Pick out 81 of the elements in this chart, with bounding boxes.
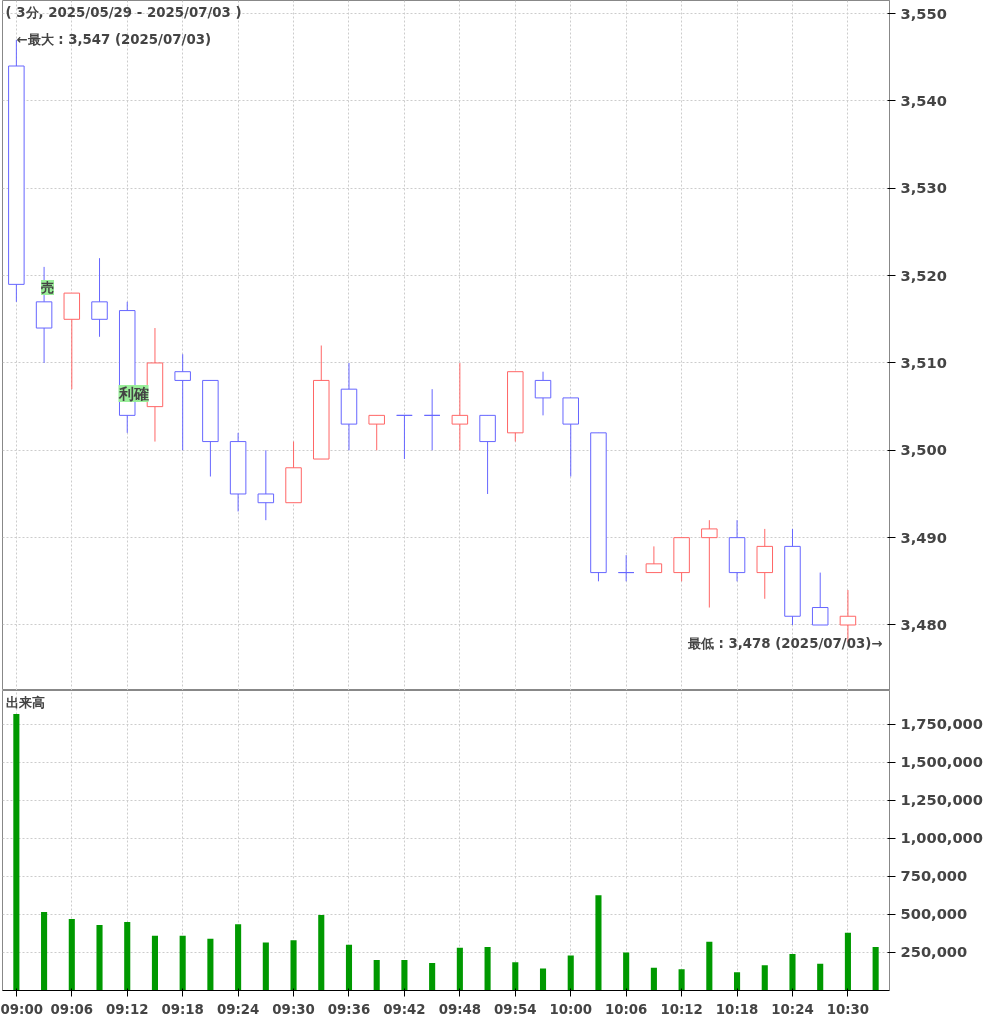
candlestick [423, 388, 441, 451]
bar [401, 960, 408, 991]
x-tick-label: 10:12 [660, 1001, 703, 1017]
x-tick-label: 09:30 [272, 1001, 315, 1017]
bar [345, 944, 353, 991]
bar [817, 963, 824, 991]
x-tick-label: 09:06 [50, 1001, 94, 1017]
candlestick [257, 449, 275, 521]
y-tick-label: 250,000 [900, 943, 968, 961]
candlestick [91, 257, 108, 338]
y-tick-label: 3,550 [900, 4, 947, 22]
annotation: ←最大 : 3,547 (2025/07/03) [16, 32, 212, 48]
candlestick [396, 414, 413, 460]
bar [96, 925, 103, 991]
bar [567, 955, 574, 991]
y-tick-label: 750,000 [900, 867, 968, 885]
x-tick-label: 10:00 [549, 1001, 592, 1017]
chart-title: ( 3分, 2025/05/29 - 2025/07/03 ) [5, 4, 242, 20]
candlestick [701, 519, 718, 609]
bar [373, 960, 380, 991]
bar [512, 962, 519, 991]
candlestick [451, 362, 469, 451]
bar [539, 968, 547, 991]
bar [761, 965, 768, 991]
candlestick [368, 414, 385, 451]
bar [650, 967, 657, 991]
x-tick-label: 09:00 [0, 1001, 43, 1017]
bar [678, 969, 685, 991]
annotation: 利確 [117, 385, 149, 402]
x-tick-label: 09:36 [327, 1001, 371, 1017]
bar [734, 972, 741, 991]
candlestick [811, 572, 829, 626]
bar [595, 895, 602, 991]
bar [41, 912, 48, 991]
y-tick-label: 3,510 [900, 353, 947, 371]
x-tick-label: 09:54 [494, 1001, 537, 1017]
x-tick-label: 09:12 [106, 1001, 149, 1017]
bar [68, 918, 75, 991]
x-tick-label: 10:06 [604, 1001, 648, 1017]
bar [235, 924, 242, 991]
y-tick-label: 3,480 [900, 615, 947, 633]
bar [623, 952, 630, 991]
annotation: 売 [41, 280, 54, 295]
bar [290, 940, 297, 991]
x-tick-label: 10:24 [771, 1001, 814, 1017]
bar [207, 938, 214, 991]
y-tick-label: 1,250,000 [900, 791, 984, 809]
y-tick-label: 3,530 [900, 179, 947, 197]
candlestick [174, 353, 191, 451]
bar [844, 932, 851, 991]
x-tick-label: 10:30 [826, 1001, 870, 1017]
y-tick-label: 3,490 [900, 528, 947, 546]
y-tick-label: 1,500,000 [900, 753, 984, 771]
bar [179, 935, 186, 991]
bar [262, 942, 269, 991]
x-tick-label: 09:42 [383, 1001, 426, 1017]
y-tick-label: 1,750,000 [900, 715, 984, 732]
bar [872, 947, 879, 991]
candlestick [534, 371, 552, 416]
x-tick-label: 09:18 [161, 1001, 204, 1017]
y-tick-label: 3,520 [900, 266, 947, 284]
bar [318, 915, 325, 991]
candlestick [645, 545, 663, 574]
bar [13, 714, 20, 991]
x-tick-label: 09:24 [216, 1001, 260, 1017]
candlestick [617, 554, 635, 582]
bar [124, 921, 131, 991]
annotation: 最低 : 3,478 (2025/07/03)→ [686, 636, 883, 651]
y-tick-label: 3,500 [900, 441, 947, 459]
bar [484, 947, 491, 991]
y-tick-label: 1,000,000 [900, 829, 984, 847]
bar [429, 963, 436, 991]
bar [151, 935, 158, 991]
chart-title: 出来高 [5, 694, 45, 710]
bar [706, 941, 713, 991]
bar [456, 947, 463, 991]
y-tick-label: 500,000 [900, 905, 968, 923]
bar [789, 953, 796, 991]
y-tick-label: 3,540 [900, 91, 947, 109]
x-tick-label: 10:18 [715, 1001, 759, 1017]
x-tick-label: 09:48 [438, 1001, 482, 1017]
